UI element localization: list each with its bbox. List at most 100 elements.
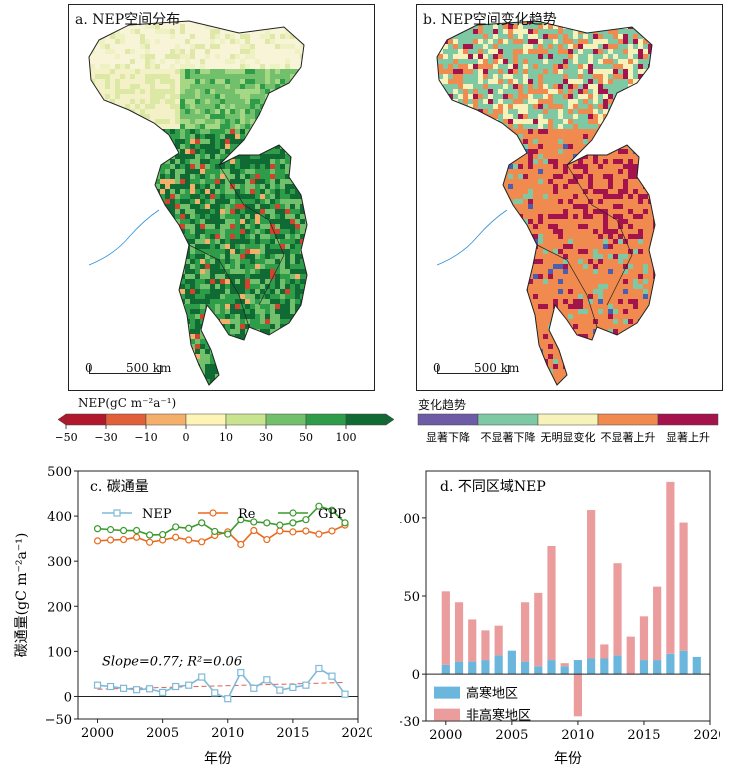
chart-c-point-GPP (276, 521, 284, 529)
chart-c-xtick-label: 2005 (146, 726, 179, 741)
chart-d-bar-高寒地区 (534, 666, 543, 675)
legend-a-swatch (105, 413, 147, 426)
chart-c-point-GPP (119, 526, 128, 535)
map-b-graphic (436, 20, 656, 386)
map-a-title: a. NEP空间分布 (75, 12, 181, 28)
chart-d-bar-非高寒地区 (587, 510, 596, 659)
chart-c-point-GPP (224, 530, 232, 538)
legend-a-swatch (265, 413, 307, 426)
chart-d-bar-非高寒地区 (639, 616, 649, 661)
chart-c-point-Re (93, 537, 102, 545)
chart-d-bar-高寒地区 (481, 660, 490, 675)
chart-c-point-NEP (302, 681, 310, 689)
chart-c-ytick-label: −50 (45, 713, 72, 728)
legend-b-label: 显著下降 (426, 430, 470, 444)
chart-c-point-Re (119, 535, 128, 544)
chart-d-ytick-label: 100 (400, 512, 420, 527)
chart-c-point-GPP (328, 506, 336, 514)
chart-d-bar-高寒地区 (494, 655, 503, 675)
chart-c-point-GPP (315, 502, 323, 510)
map-inner-boundary (536, 164, 633, 328)
chart-c-annotation: Slope=0.77; R²=0.06 (102, 654, 242, 669)
chart-d-legend-label: 非高寒地区 (466, 708, 531, 724)
chart-c-legend-marker (113, 509, 121, 517)
chart-c-point-GPP (93, 525, 102, 533)
chart-c-point-Re (263, 535, 271, 544)
chart-d-bar-非高寒地区 (468, 619, 477, 662)
chart-c-point-Re (289, 528, 297, 536)
chart-d-bar-高寒地区 (679, 650, 688, 675)
chart-d-bar-高寒地区 (573, 660, 583, 675)
legend-a-tick-label: 30 (259, 431, 273, 444)
legend-a-arrow-right (385, 413, 395, 426)
chart-c-frame (77, 470, 359, 720)
chart-c-point-GPP (133, 526, 141, 535)
chart-d-xtick-label: 2015 (627, 728, 660, 743)
chart-c-point-NEP (198, 673, 206, 681)
chart-c-point-NEP (106, 682, 115, 691)
legend-b-label: 显著上升 (666, 430, 710, 444)
chart-d-bar-高寒地区 (547, 660, 556, 675)
chart-c-point-Re (198, 538, 206, 546)
legend-b-swatch (417, 413, 479, 426)
map-a-graphic (88, 20, 308, 386)
legend-b-swatch (597, 413, 659, 426)
legend-b-title: 变化趋势 (418, 398, 467, 412)
chart-d-ytick-label: −30 (400, 715, 420, 730)
chart-d-bar-非高寒地区 (454, 602, 464, 662)
chart-d-xtick-label: 2020 (693, 728, 720, 743)
chart-c-point-Re (250, 526, 258, 535)
chart-d-legend-swatch (434, 708, 460, 721)
chart-c-point-GPP (289, 519, 297, 527)
chart-d-bar-非高寒地区 (441, 591, 450, 665)
chart-d: −30 0 50 100 2000 2005 2010 2015 2020 年份 d. 不同区域NE… (400, 470, 720, 767)
chart-c-point-GPP (302, 516, 310, 524)
chart-c-point-NEP (93, 681, 102, 689)
chart-c-legend-label: GPP (318, 507, 346, 522)
chart-d-bar-高寒地区 (613, 655, 622, 675)
chart-c-point-NEP (250, 684, 258, 692)
chart-d-bar-非高寒地区 (494, 625, 503, 656)
legend-a-tick-label: −50 (56, 431, 78, 444)
chart-c-point-GPP (106, 526, 115, 534)
chart-d-bar-高寒地区 (441, 664, 450, 675)
legend-a-swatch (345, 413, 387, 426)
chart-c-point-Re (276, 527, 284, 535)
chart-d-bar-高寒地区 (468, 661, 477, 675)
chart-d-bar-非高寒地区 (613, 563, 622, 656)
chart-d-bar-非高寒地区 (573, 674, 583, 717)
chart-c-point-NEP (263, 676, 271, 684)
chart-d-bar-高寒地区 (560, 666, 569, 675)
map-b-scale-zero: 0 (433, 361, 441, 375)
map-b-scale-label: 500 km (474, 361, 520, 375)
map-river (88, 209, 160, 266)
chart-d-bar-非高寒地区 (666, 481, 675, 654)
chart-c-point-Re (172, 533, 180, 541)
legend-a-swatch (225, 413, 267, 426)
chart-d-bar-高寒地区 (666, 653, 675, 675)
chart-d-bar-高寒地区 (454, 661, 464, 675)
chart-d-ytick-label: 50 (403, 590, 420, 605)
legend-b: 显著下降 不显著下降 无明显变化 不显著上升 显著上升 (417, 413, 719, 444)
chart-d-bar-非高寒地区 (481, 630, 490, 661)
chart-c-point-NEP (237, 668, 245, 677)
chart-d-bar-高寒地区 (520, 661, 530, 675)
chart-c-point-GPP (341, 519, 349, 527)
chart-c-xtick-label: 2010 (211, 726, 244, 741)
chart-c-point-Re (315, 530, 323, 538)
chart-c-point-GPP (172, 523, 180, 531)
chart-c-ytick-label: 0 (64, 690, 72, 705)
chart-c-legend-marker (289, 509, 297, 517)
legend-b-label: 不显著下降 (481, 430, 536, 444)
chart-c-point-NEP (133, 686, 141, 694)
chart-c-point-GPP (250, 518, 258, 526)
chart-c-point-NEP (172, 682, 180, 691)
chart-d-xtick-label: 2000 (429, 728, 462, 743)
chart-c-title: c. 碳通量 (90, 479, 149, 495)
map-inner-boundary (188, 164, 285, 328)
legend-a-arrow-left (57, 413, 67, 426)
chart-c-point-NEP (119, 684, 128, 692)
chart-d-bar-高寒地区 (600, 658, 609, 675)
chart-c-point-Re (146, 538, 154, 546)
chart-c-point-Re (302, 527, 310, 535)
